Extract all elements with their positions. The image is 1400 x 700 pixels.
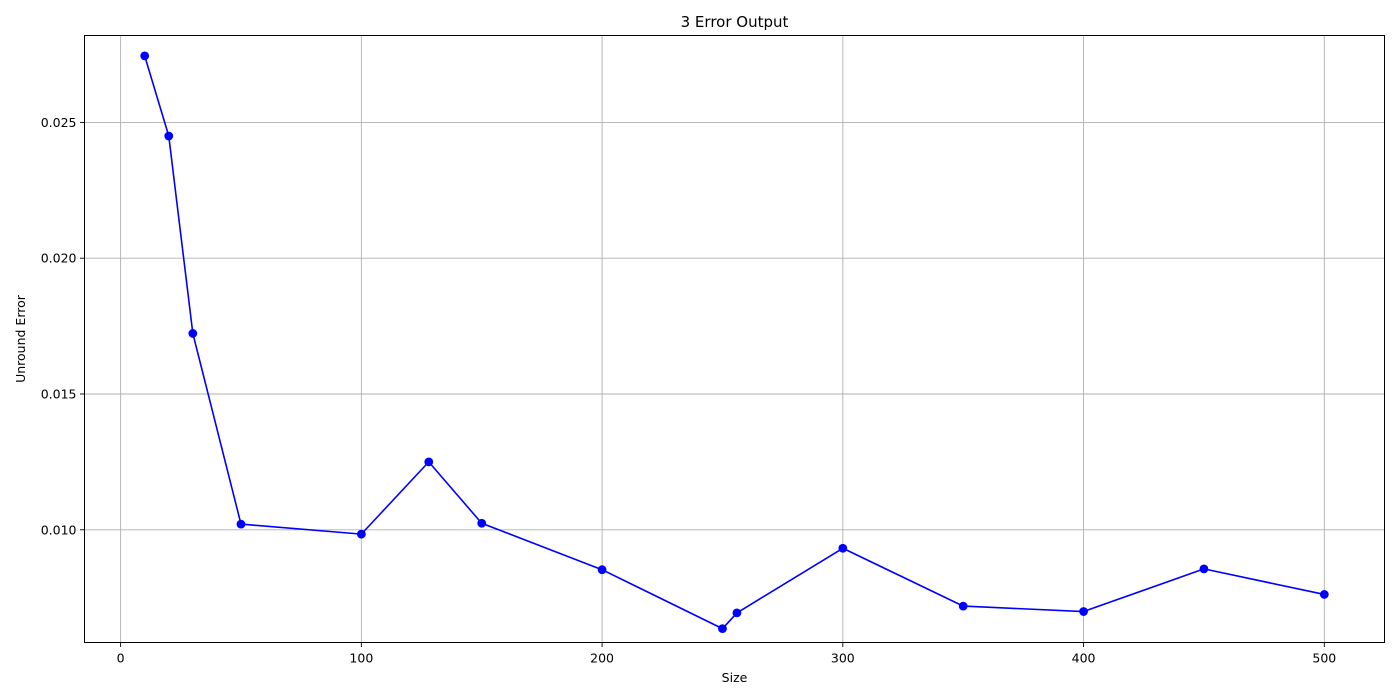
data-point — [477, 518, 487, 528]
data-point — [236, 519, 246, 529]
data-point — [1319, 590, 1329, 599]
series-line — [143, 55, 1325, 630]
data-point — [718, 624, 727, 634]
x-tick-label: 400 — [1072, 651, 1096, 666]
x-tick-label: 300 — [831, 651, 855, 666]
data-point — [424, 457, 434, 467]
chart-title: 3 Error Output — [681, 13, 789, 31]
data-point — [356, 529, 366, 539]
series-layer — [140, 51, 1329, 634]
data-point — [164, 131, 174, 141]
x-tick-label: 200 — [590, 651, 614, 666]
y-tick-label: 0.020 — [41, 251, 77, 266]
data-point — [838, 543, 848, 553]
data-point — [958, 601, 968, 611]
x-tick-label: 0 — [117, 651, 125, 666]
data-point — [597, 565, 607, 575]
x-axis-title: Size — [722, 670, 748, 685]
data-point — [1199, 564, 1209, 574]
x-tick-label: 500 — [1312, 651, 1336, 666]
y-tick-label: 0.025 — [41, 115, 77, 130]
axes: 0 100 200 300 400 500 0.010 0.015 0.020 0.025 — [41, 115, 1337, 666]
y-tick-label: 0.015 — [41, 386, 77, 401]
y-axis-title: Unround Error — [13, 294, 28, 383]
grid — [84, 35, 1385, 643]
data-point — [1079, 607, 1088, 616]
x-tick-label: 100 — [349, 651, 373, 666]
y-tick-label: 0.010 — [41, 522, 77, 537]
plot-frame — [84, 35, 1385, 643]
data-point — [732, 608, 742, 618]
data-point — [188, 329, 198, 338]
data-point — [140, 51, 150, 61]
